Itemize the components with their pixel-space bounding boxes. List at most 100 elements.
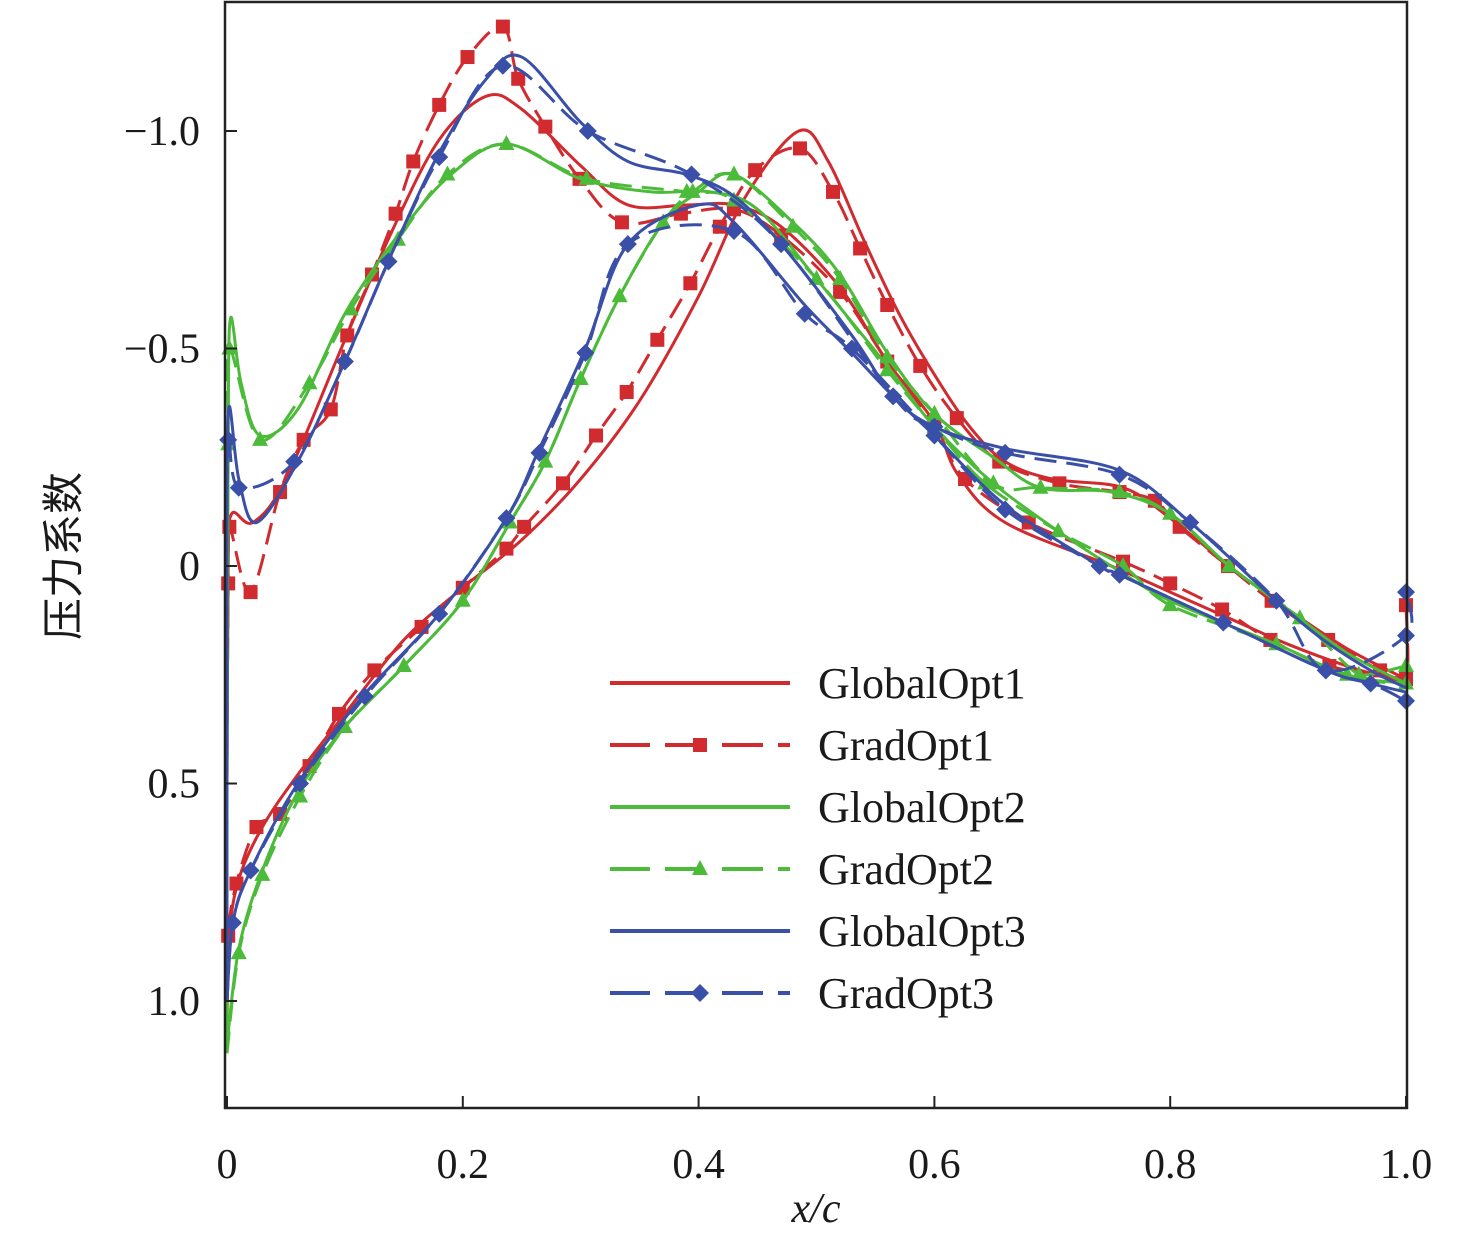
data-point — [879, 361, 896, 377]
data-point — [1221, 557, 1238, 572]
data-point — [925, 426, 944, 445]
data-point — [332, 706, 347, 721]
data-point — [243, 585, 258, 600]
data-point — [826, 184, 841, 199]
y-axis-label: 压力系数 — [39, 472, 88, 640]
y-tick-label: 0 — [179, 544, 200, 590]
legend: GlobalOpt1 GradOpt1 GlobalOpt2 GradOpt2 Glob… — [610, 659, 1026, 1018]
data-point — [684, 182, 701, 198]
series-line — [225, 171, 1407, 1045]
data-point — [614, 215, 629, 230]
legend-marker — [692, 860, 708, 875]
data-point — [913, 358, 928, 373]
data-point — [1162, 504, 1179, 520]
data-point — [1361, 674, 1380, 693]
data-point — [1181, 513, 1200, 532]
plot-frame — [223, 0, 1409, 1110]
data-point — [682, 165, 701, 184]
legend-item: GlobalOpt3 — [610, 907, 1026, 956]
x-tick-label: 0.6 — [908, 1142, 961, 1188]
y-tick-label: −1.0 — [124, 109, 200, 155]
data-point — [406, 154, 421, 169]
data-point — [538, 119, 553, 134]
x-tick-label: 0.2 — [437, 1142, 490, 1188]
data-point — [572, 369, 589, 385]
data-point — [884, 387, 903, 406]
data-point — [1163, 576, 1178, 591]
data-point — [556, 476, 571, 491]
data-point — [853, 241, 868, 256]
legend-label: GradOpt1 — [818, 721, 994, 770]
legend-item: GlobalOpt1 — [610, 659, 1026, 708]
data-point — [511, 71, 526, 86]
data-point — [985, 474, 1002, 490]
data-point — [1267, 591, 1286, 610]
data-point — [655, 213, 672, 229]
data-point — [996, 443, 1015, 462]
data-point — [229, 478, 248, 497]
data-point — [430, 148, 449, 167]
legend-item: GradOpt3 — [610, 969, 994, 1018]
y-tick-label: 1.0 — [148, 979, 201, 1025]
data-point — [996, 500, 1015, 519]
data-point — [498, 135, 515, 151]
data-point — [285, 452, 304, 471]
data-point — [792, 141, 807, 156]
legend-label: GradOpt3 — [818, 969, 994, 1018]
data-point — [252, 430, 269, 446]
data-point — [454, 591, 471, 607]
data-point — [879, 348, 896, 364]
data-point — [219, 430, 238, 449]
data-point — [530, 443, 549, 462]
data-point — [1291, 609, 1308, 625]
data-point — [340, 328, 355, 343]
data-point — [223, 913, 242, 932]
legend-marker — [691, 984, 709, 1002]
legend-label: GlobalOpt3 — [818, 907, 1026, 956]
series-GradOpt2 — [220, 135, 1414, 1054]
data-point — [833, 284, 848, 299]
series-line — [225, 24, 1407, 1045]
legend-label: GlobalOpt2 — [818, 783, 1026, 832]
data-point — [367, 663, 382, 678]
series-GlobalOpt3 — [225, 53, 1407, 1002]
data-point — [323, 402, 338, 417]
data-point — [1090, 557, 1109, 575]
data-point — [254, 865, 271, 881]
data-point — [342, 300, 359, 316]
legend-marker — [693, 738, 707, 752]
data-point — [432, 97, 447, 112]
data-point — [301, 374, 318, 390]
data-point — [650, 332, 665, 347]
data-point — [230, 944, 247, 960]
data-point — [784, 217, 801, 233]
legend-item: GradOpt1 — [610, 721, 994, 770]
data-point — [576, 343, 595, 362]
data-point — [229, 876, 244, 891]
data-point — [832, 269, 849, 285]
data-point — [497, 509, 516, 528]
data-point — [949, 411, 964, 426]
data-point — [748, 163, 763, 178]
series-line — [225, 223, 1407, 1002]
data-point — [772, 235, 791, 254]
series-GradOpt3 — [219, 56, 1415, 1002]
data-point — [395, 657, 412, 673]
data-point — [430, 604, 449, 623]
data-point — [578, 169, 595, 185]
data-point — [1110, 465, 1129, 484]
x-axis-label: x/c — [791, 1186, 841, 1232]
data-point — [517, 519, 532, 534]
legend-item: GradOpt2 — [610, 845, 994, 894]
x-tick-label: 0.8 — [1144, 1142, 1197, 1188]
y-tick-label: 0.5 — [148, 762, 201, 808]
data-point — [495, 19, 510, 34]
axis-ticks: 0 0.2 0.4 0.6 0.8 1.0 −1.0 −0.5 0 0.5 1.0 — [124, 109, 1432, 1188]
data-point — [1110, 565, 1129, 584]
data-point — [1050, 522, 1067, 538]
legend-label: GlobalOpt1 — [818, 659, 1026, 708]
data-point — [880, 298, 895, 312]
data-point — [439, 165, 456, 181]
data-point — [1214, 613, 1233, 632]
